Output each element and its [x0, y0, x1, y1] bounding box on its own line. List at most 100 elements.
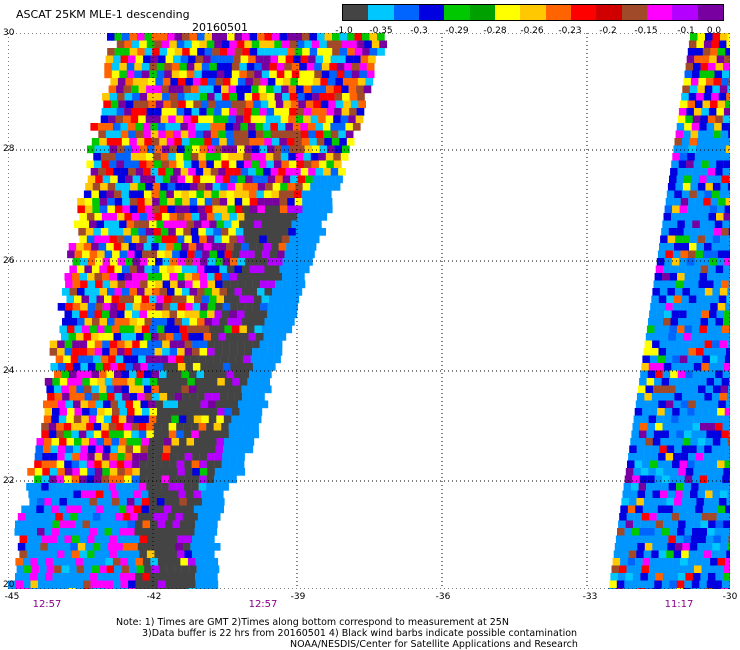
- swath-pixel: [710, 303, 718, 311]
- swath-pixel: [675, 130, 684, 139]
- swath-pixel: [220, 355, 229, 364]
- swath-pixel: [677, 168, 686, 176]
- colorbar-segment: [545, 5, 571, 20]
- swath-pixel: [79, 340, 88, 349]
- swath-pixel: [28, 505, 37, 514]
- swath-pixel: [645, 385, 654, 394]
- swath-pixel: [287, 288, 295, 296]
- swath-pixel: [132, 258, 141, 266]
- swath-pixel: [168, 355, 176, 364]
- swath-pixel: [146, 235, 155, 244]
- swath-pixel: [138, 160, 147, 169]
- swath-pixel: [196, 333, 204, 341]
- swath-pixel: [698, 280, 707, 289]
- swath-pixel: [122, 318, 130, 326]
- swath-pixel: [267, 348, 275, 356]
- swath-pixel: [220, 115, 229, 124]
- swath-pixel: [152, 318, 160, 326]
- swath-pixel: [709, 258, 717, 266]
- swath-pixel: [676, 325, 685, 334]
- swath-pixel: [254, 220, 262, 229]
- swath-pixel: [139, 550, 148, 559]
- swath-pixel: [649, 513, 657, 521]
- swath-pixel: [192, 535, 200, 544]
- swath-pixel: [141, 220, 150, 229]
- swath-pixel: [207, 340, 215, 349]
- swath-pixel: [210, 588, 219, 589]
- swath-pixel: [661, 280, 669, 289]
- swath-pixel: [652, 438, 661, 446]
- swath-pixel: [225, 168, 234, 176]
- swath-pixel: [65, 363, 74, 371]
- swath-pixel: [15, 573, 23, 581]
- swath-pixel: [178, 445, 186, 454]
- swath-pixel: [93, 153, 101, 161]
- swath-pixel: [319, 145, 328, 154]
- swath-pixel: [638, 385, 646, 394]
- swath-pixel: [703, 40, 712, 49]
- swath-pixel: [707, 115, 716, 124]
- swath-pixel: [275, 175, 283, 184]
- swath-pixel: [142, 378, 150, 386]
- swath-pixel: [64, 468, 73, 476]
- swath-pixel: [319, 213, 328, 221]
- swath-pixel: [129, 393, 138, 401]
- swath-pixel: [661, 483, 669, 491]
- swath-pixel: [345, 55, 354, 64]
- swath-pixel: [95, 280, 103, 289]
- swath-pixel: [712, 138, 720, 146]
- swath-pixel: [689, 543, 698, 551]
- swath-pixel: [166, 385, 175, 394]
- swath-pixel: [93, 160, 102, 169]
- swath-pixel: [243, 160, 252, 169]
- swath-pixel: [211, 370, 220, 379]
- swath-pixel: [194, 63, 202, 71]
- swath-pixel: [244, 310, 253, 319]
- swath-pixel: [696, 498, 705, 506]
- swath-pixel: [69, 288, 78, 296]
- swath-pixel: [720, 385, 729, 394]
- swath-pixel: [257, 318, 265, 326]
- swath-pixel: [168, 115, 176, 124]
- swath-pixel: [167, 543, 176, 551]
- swath-pixel: [169, 348, 178, 356]
- swath-pixel: [258, 228, 266, 236]
- swath-pixel: [136, 333, 144, 341]
- swath-pixel: [106, 385, 115, 394]
- swath-pixel: [197, 393, 205, 401]
- swath-pixel: [255, 55, 264, 64]
- swath-pixel: [64, 273, 73, 281]
- swath-pixel: [267, 363, 276, 371]
- swath-pixel: [250, 228, 259, 236]
- swath-pixel: [245, 445, 254, 454]
- swath-pixel: [700, 468, 709, 476]
- swath-pixel: [205, 513, 213, 521]
- swath-pixel: [650, 558, 658, 566]
- swath-pixel: [94, 550, 103, 559]
- swath-pixel: [199, 468, 208, 476]
- swath-pixel: [143, 55, 151, 64]
- swath-pixel: [680, 198, 689, 206]
- swath-pixel: [83, 243, 92, 251]
- swath-pixel: [627, 460, 635, 469]
- swath-pixel: [695, 400, 704, 409]
- swath-pixel: [36, 505, 44, 514]
- swath-pixel: [309, 33, 318, 41]
- swath-pixel: [252, 303, 261, 311]
- swath-pixel: [121, 565, 130, 574]
- swath-pixel: [262, 250, 270, 259]
- swath-pixel: [142, 528, 150, 536]
- swath-pixel: [76, 333, 84, 341]
- swath-pixel: [117, 348, 125, 356]
- swath-pixel: [15, 520, 23, 529]
- swath-pixel: [132, 468, 140, 476]
- swath-pixel: [207, 468, 215, 476]
- swath-pixel: [78, 355, 86, 364]
- swath-pixel: [718, 498, 727, 506]
- colorbar-segment: [672, 5, 698, 20]
- swath-pixel: [140, 78, 149, 86]
- swath-pixel: [168, 85, 177, 94]
- swath-pixel: [174, 138, 182, 146]
- swath-pixel: [216, 415, 224, 424]
- swath-pixel: [206, 235, 215, 244]
